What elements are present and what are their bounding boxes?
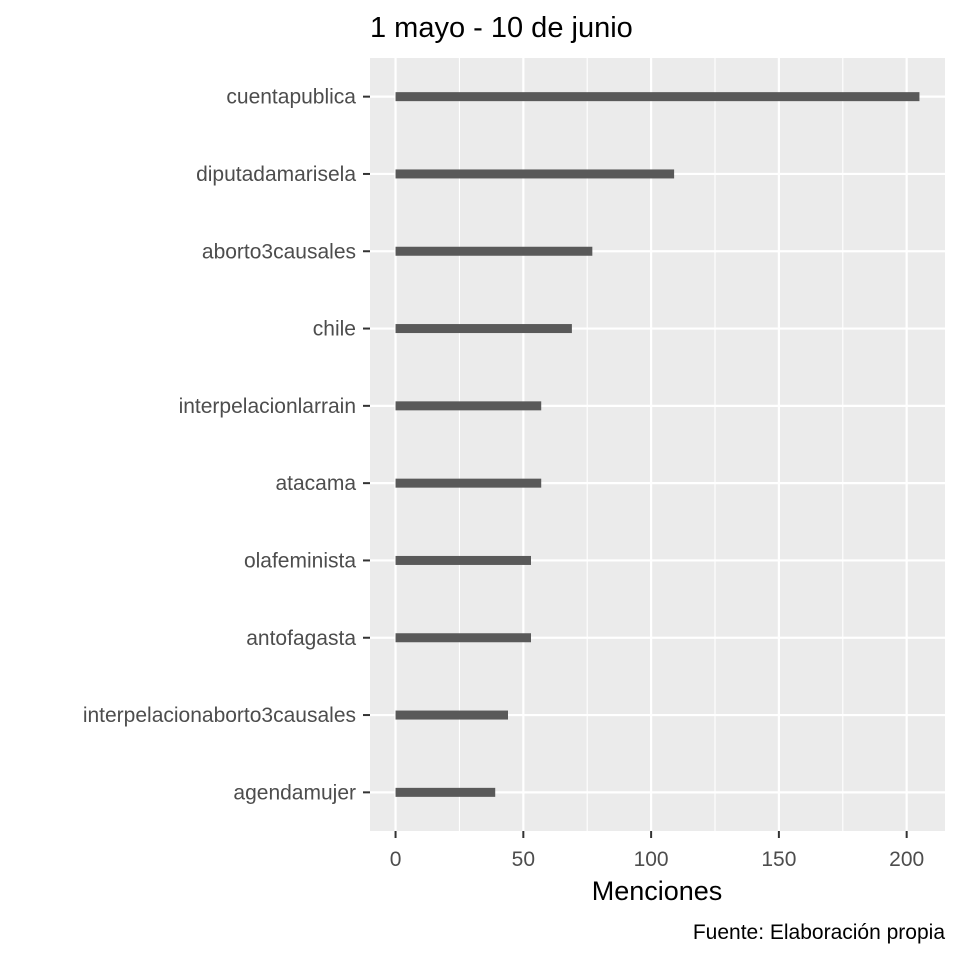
bar [395, 246, 593, 256]
y-tick-label: olafeminista [244, 549, 356, 572]
x-axis-title: Menciones [592, 876, 723, 906]
bar [395, 555, 531, 565]
bar [395, 324, 572, 334]
bar [395, 401, 542, 411]
bar [395, 92, 920, 102]
bar [395, 169, 675, 179]
y-tick-label: agendamujer [233, 781, 356, 804]
x-axis: 0 50 100 150 200 [390, 831, 924, 871]
chart-title: 1 mayo - 10 de junio [370, 12, 633, 44]
y-tick-label: chile [313, 318, 356, 341]
y-tick-label: interpelacionaborto3causales [83, 704, 356, 727]
y-tick-label: antofagasta [246, 627, 356, 650]
y-tick-label: cuentapublica [226, 86, 356, 109]
y-axis: cuentapublica diputadamarisela aborto3caus… [83, 86, 370, 804]
bars [395, 92, 920, 797]
x-tick-label: 50 [512, 848, 535, 871]
bar [395, 787, 496, 797]
chart-caption: Fuente: Elaboración propia [693, 921, 945, 944]
x-tick-label: 100 [634, 848, 669, 871]
bar [395, 633, 531, 643]
y-tick-label: aborto3causales [202, 240, 356, 263]
y-tick-label: interpelacionlarrain [179, 395, 356, 418]
x-tick-label: 0 [390, 848, 402, 871]
bar [395, 710, 508, 720]
y-tick-label: diputadamarisela [196, 163, 356, 186]
plot-panel [370, 58, 945, 831]
x-tick-label: 200 [889, 848, 924, 871]
bar [395, 478, 542, 488]
x-tick-label: 150 [761, 848, 796, 871]
y-tick-label: atacama [275, 472, 356, 495]
